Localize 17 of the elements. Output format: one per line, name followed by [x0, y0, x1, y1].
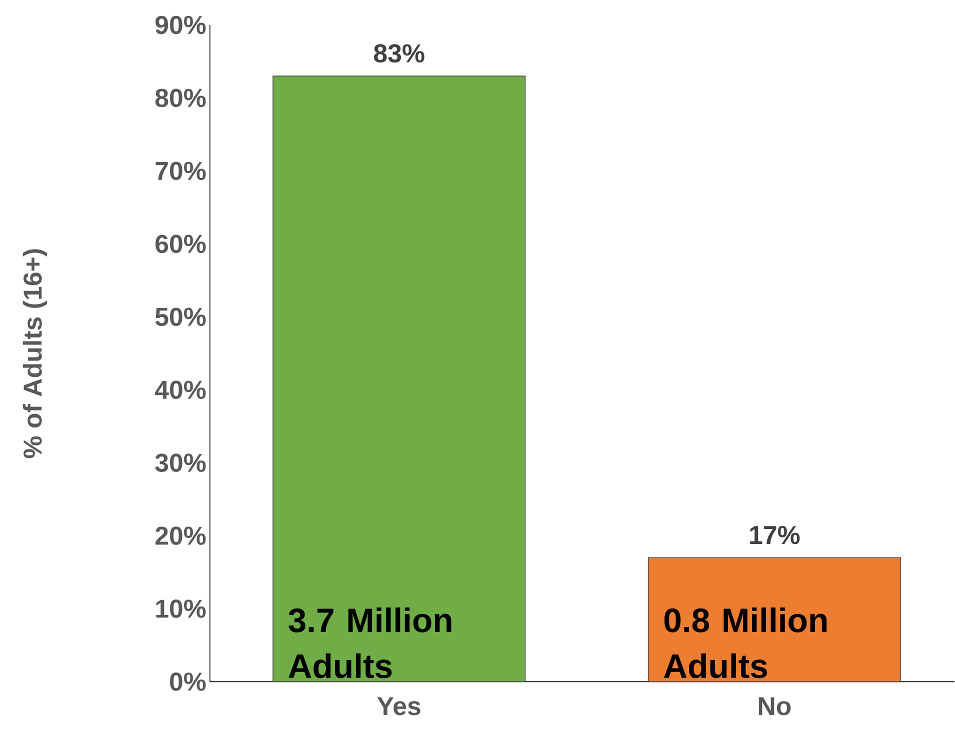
y-tick-label: 70% [156, 162, 206, 180]
y-axis-title: % of Adults (16+) [22, 249, 47, 458]
y-tick-label: 30% [155, 454, 206, 472]
y-tick-label: 10% [156, 600, 206, 618]
annotation: 0.8 Million Adults [664, 608, 827, 678]
annotation: 3.7 Million Adults [288, 608, 452, 678]
x-tick-label: Yes [377, 697, 420, 716]
y-tick-label: 50% [155, 308, 206, 326]
y-tick-label: 20% [155, 526, 206, 546]
data-label: 17% [750, 526, 800, 544]
y-tick-label: 40% [154, 380, 206, 400]
data-label: 83% [374, 44, 424, 63]
y-tick-label: 0% [170, 672, 206, 692]
y-tick-label: 90% [155, 16, 206, 34]
y-tick-label: 60% [156, 234, 206, 254]
x-tick-label: No [758, 697, 791, 716]
y-tick-label: 80% [155, 88, 206, 108]
